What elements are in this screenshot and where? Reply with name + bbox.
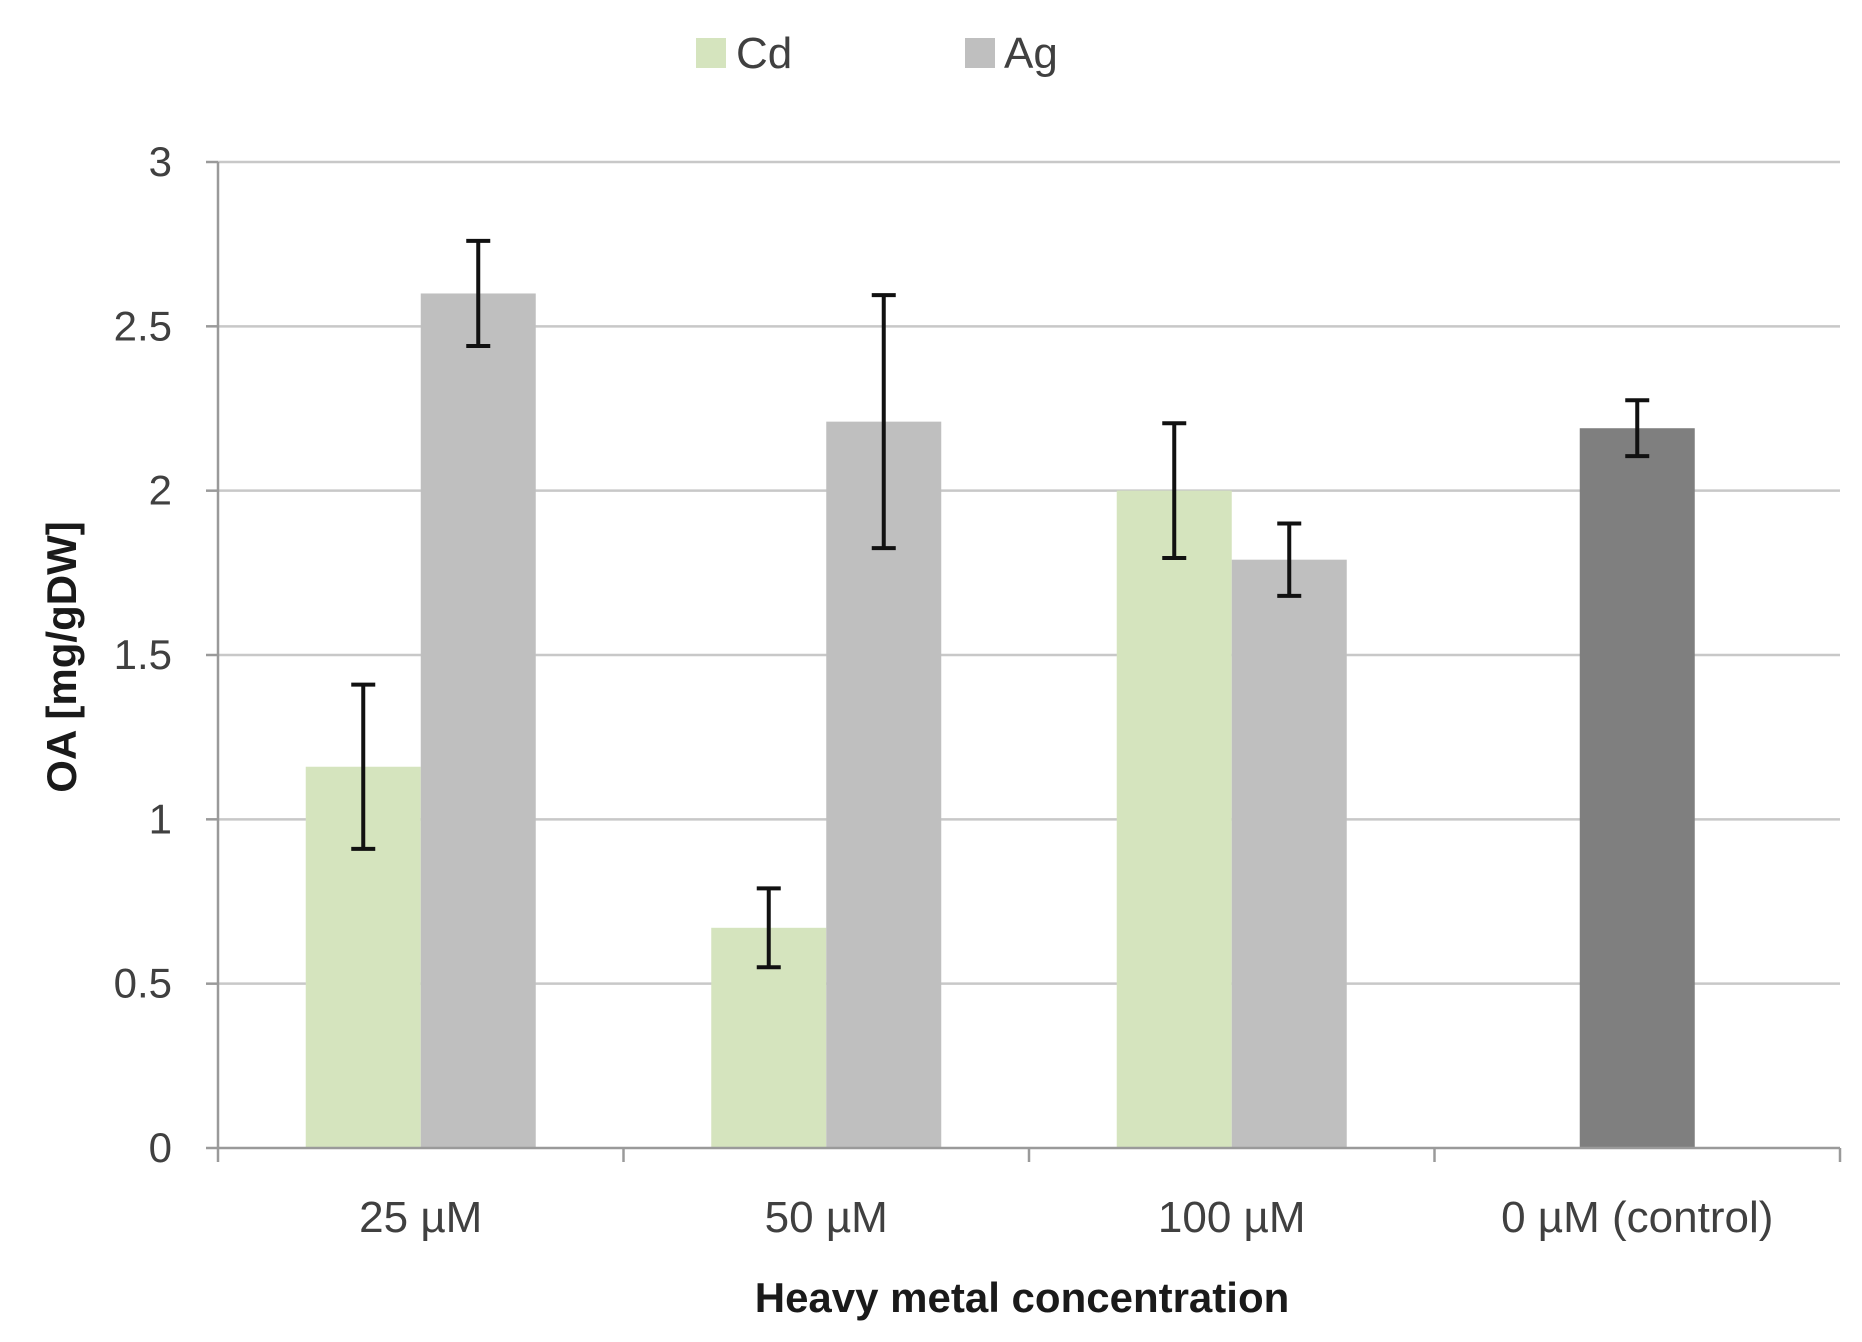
y-axis-title: OA [mg/gDW] [38, 521, 85, 792]
y-tick-label: 2 [149, 467, 172, 514]
axis-labels: 0 0.5 1 1.5 2 2.5 3 25 µM 50 µM 100 µM 0 µM (contr… [114, 138, 1774, 1242]
legend-swatch-ag [965, 38, 995, 68]
bar-ag [1231, 559, 1347, 1148]
y-tick-label: 0 [149, 1124, 172, 1171]
y-tick-label: 0.5 [114, 960, 172, 1007]
legend: Cd Ag [696, 29, 1058, 78]
y-tick-label: 1 [149, 795, 172, 842]
legend-label-cd: Cd [736, 29, 792, 78]
bar-control [1579, 428, 1695, 1149]
y-tick-label: 1.5 [114, 631, 172, 678]
legend-label-ag: Ag [1004, 29, 1058, 78]
x-tick-label: 0 µM (control) [1501, 1193, 1773, 1242]
legend-swatch-cd [696, 38, 726, 68]
bar-cd [1116, 490, 1232, 1149]
x-tick-label: 25 µM [359, 1193, 482, 1242]
x-axis-title: Heavy metal concentration [755, 1274, 1290, 1321]
error-bars [351, 238, 1650, 970]
axes [206, 160, 1842, 1162]
y-tick-label: 3 [149, 138, 172, 185]
bars [305, 293, 1695, 1149]
y-tick-label: 2.5 [114, 302, 172, 349]
x-tick-label: 100 µM [1158, 1193, 1306, 1242]
x-tick-label: 50 µM [765, 1193, 888, 1242]
bar-ag [420, 293, 536, 1148]
